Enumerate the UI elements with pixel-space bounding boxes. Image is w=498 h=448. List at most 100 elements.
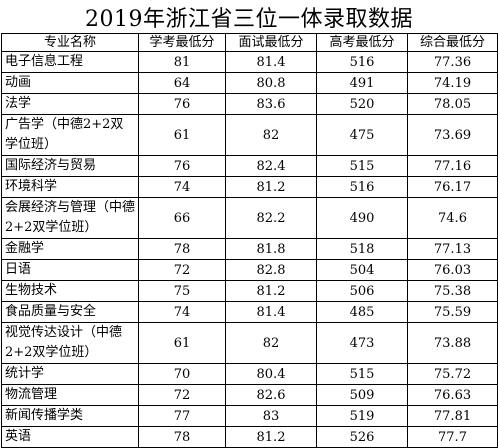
- cell-zonghe-min: 76.17: [407, 176, 498, 198]
- cell-xuekao-min: 78: [138, 426, 226, 448]
- table-row: 视觉传达设计（中德2+2双学位班） 61 82 473 73.88: [1, 322, 498, 364]
- cell-zonghe-min: 77.16: [407, 155, 498, 177]
- table-row: 统计学 70 80.4 515 75.72: [1, 363, 498, 385]
- cell-gaokao-min: 515: [316, 155, 408, 177]
- cell-zonghe-min: 75.59: [407, 301, 498, 323]
- header-mianshi: 面试最低分: [225, 33, 317, 52]
- cell-major-name: 英语: [1, 426, 139, 448]
- cell-gaokao-min: 516: [316, 51, 408, 73]
- cell-zonghe-min: 77.81: [407, 405, 498, 427]
- cell-zonghe-min: 76.03: [407, 259, 498, 281]
- cell-major-name: 电子信息工程: [1, 51, 139, 73]
- cell-gaokao-min: 491: [316, 72, 408, 94]
- cell-major-name: 国际经济与贸易: [1, 155, 139, 177]
- cell-gaokao-min: 485: [316, 301, 408, 323]
- table-row: 电子信息工程 81 81.4 516 77.36: [1, 51, 498, 73]
- cell-mianshi-min: 80.4: [225, 363, 317, 385]
- cell-mianshi-min: 81.4: [225, 301, 317, 323]
- cell-major-name: 日语: [1, 259, 139, 281]
- cell-gaokao-min: 518: [316, 238, 408, 260]
- cell-major-name: 新闻传播学类: [1, 405, 139, 427]
- cell-xuekao-min: 76: [138, 93, 226, 115]
- cell-mianshi-min: 81.8: [225, 238, 317, 260]
- cell-major-name: 法学: [1, 93, 139, 115]
- cell-gaokao-min: 515: [316, 363, 408, 385]
- cell-mianshi-min: 81.2: [225, 426, 317, 448]
- cell-zonghe-min: 73.88: [407, 322, 498, 364]
- cell-major-name: 视觉传达设计（中德2+2双学位班）: [1, 322, 139, 364]
- cell-major-name: 会展经济与管理（中德2+2双学位班）: [1, 197, 139, 239]
- cell-mianshi-min: 82.8: [225, 259, 317, 281]
- cell-xuekao-min: 81: [138, 51, 226, 73]
- cell-zonghe-min: 74.19: [407, 72, 498, 94]
- cell-gaokao-min: 504: [316, 259, 408, 281]
- cell-xuekao-min: 61: [138, 322, 226, 364]
- cell-gaokao-min: 516: [316, 176, 408, 198]
- cell-mianshi-min: 82.2: [225, 197, 317, 239]
- cell-gaokao-min: 473: [316, 322, 408, 364]
- cell-zonghe-min: 74.6: [407, 197, 498, 239]
- table-header-row: 专业名称 学考最低分 面试最低分 高考最低分 综合最低分: [1, 33, 498, 52]
- cell-mianshi-min: 81.2: [225, 176, 317, 198]
- cell-xuekao-min: 78: [138, 238, 226, 260]
- cell-mianshi-min: 81.4: [225, 51, 317, 73]
- table-row: 新闻传播学类 77 83 519 77.81: [1, 405, 498, 427]
- cell-xuekao-min: 75: [138, 280, 226, 302]
- cell-gaokao-min: 509: [316, 384, 408, 406]
- cell-zonghe-min: 78.05: [407, 93, 498, 115]
- cell-gaokao-min: 475: [316, 114, 408, 156]
- table-row: 动画 64 80.8 491 74.19: [1, 72, 498, 94]
- cell-zonghe-min: 77.7: [407, 426, 498, 448]
- table-row: 会展经济与管理（中德2+2双学位班） 66 82.2 490 74.6: [1, 197, 498, 239]
- cell-xuekao-min: 66: [138, 197, 226, 239]
- cell-xuekao-min: 74: [138, 301, 226, 323]
- cell-gaokao-min: 490: [316, 197, 408, 239]
- table-row: 英语 78 81.2 526 77.7: [1, 426, 498, 448]
- cell-mianshi-min: 82.4: [225, 155, 317, 177]
- cell-mianshi-min: 82.6: [225, 384, 317, 406]
- cell-xuekao-min: 61: [138, 114, 226, 156]
- cell-major-name: 广告学（中德2+2双学位班）: [1, 114, 139, 156]
- cell-gaokao-min: 519: [316, 405, 408, 427]
- cell-zonghe-min: 76.63: [407, 384, 498, 406]
- cell-xuekao-min: 70: [138, 363, 226, 385]
- document-page: 2019年浙江省三位一体录取数据 专业名称 学考最低分 面试最低分 高考最低分 …: [1, 6, 498, 448]
- cell-gaokao-min: 526: [316, 426, 408, 448]
- cell-xuekao-min: 77: [138, 405, 226, 427]
- table-row: 环境科学 74 81.2 516 76.17: [1, 176, 498, 198]
- cell-major-name: 金融学: [1, 238, 139, 260]
- table-row: 广告学（中德2+2双学位班） 61 82 475 73.69: [1, 114, 498, 156]
- admission-table: 专业名称 学考最低分 面试最低分 高考最低分 综合最低分 电子信息工程 81 81.…: [1, 33, 498, 448]
- cell-mianshi-min: 80.8: [225, 72, 317, 94]
- table-row: 金融学 78 81.8 518 77.13: [1, 238, 498, 260]
- header-major: 专业名称: [1, 33, 139, 52]
- cell-zonghe-min: 73.69: [407, 114, 498, 156]
- cell-major-name: 环境科学: [1, 176, 139, 198]
- cell-zonghe-min: 77.13: [407, 238, 498, 260]
- cell-xuekao-min: 76: [138, 155, 226, 177]
- cell-major-name: 生物技术: [1, 280, 139, 302]
- header-zonghe: 综合最低分: [407, 33, 498, 52]
- cell-xuekao-min: 74: [138, 176, 226, 198]
- cell-zonghe-min: 75.72: [407, 363, 498, 385]
- cell-xuekao-min: 64: [138, 72, 226, 94]
- table-row: 法学 76 83.6 520 78.05: [1, 93, 498, 115]
- cell-major-name: 食品质量与安全: [1, 301, 139, 323]
- cell-zonghe-min: 77.36: [407, 51, 498, 73]
- cell-mianshi-min: 82: [225, 114, 317, 156]
- cell-zonghe-min: 75.38: [407, 280, 498, 302]
- cell-gaokao-min: 506: [316, 280, 408, 302]
- cell-mianshi-min: 83: [225, 405, 317, 427]
- cell-xuekao-min: 72: [138, 259, 226, 281]
- cell-mianshi-min: 81.2: [225, 280, 317, 302]
- cell-mianshi-min: 82: [225, 322, 317, 364]
- page-title: 2019年浙江省三位一体录取数据: [85, 6, 413, 32]
- table-row: 生物技术 75 81.2 506 75.38: [1, 280, 498, 302]
- cell-major-name: 动画: [1, 72, 139, 94]
- header-gaokao: 高考最低分: [316, 33, 408, 52]
- header-xuekao: 学考最低分: [138, 33, 226, 52]
- cell-gaokao-min: 520: [316, 93, 408, 115]
- cell-major-name: 物流管理: [1, 384, 139, 406]
- table-row: 日语 72 82.8 504 76.03: [1, 259, 498, 281]
- table-row: 国际经济与贸易 76 82.4 515 77.16: [1, 155, 498, 177]
